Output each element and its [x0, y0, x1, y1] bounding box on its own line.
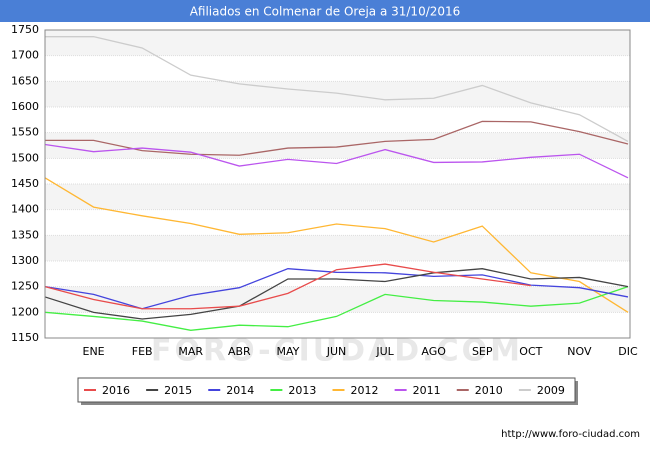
x-tick-label: FEB	[132, 345, 153, 358]
series-line	[45, 36, 629, 142]
grid-band	[45, 30, 630, 56]
y-tick-label: 1550	[11, 126, 39, 139]
series-line	[44, 286, 629, 331]
grid-band	[45, 286, 630, 313]
x-tick-label: OCT	[519, 345, 542, 358]
series-line	[44, 177, 629, 313]
series-line	[44, 263, 531, 310]
grid-band	[45, 235, 630, 261]
y-tick-label: 1400	[11, 203, 39, 216]
chart-title: Afiliados en Colmenar de Oreja a 31/10/2…	[190, 5, 461, 19]
y-tick-label: 1700	[11, 49, 39, 62]
y-tick-label: 1350	[11, 228, 39, 241]
y-tick-label: 1300	[11, 254, 39, 267]
series-line	[45, 120, 629, 156]
title-bar	[0, 0, 650, 22]
y-tick-label: 1450	[11, 177, 39, 190]
x-tick-label: SEP	[472, 345, 493, 358]
legend-label: 2016	[102, 384, 130, 397]
y-tick-label: 1650	[11, 74, 39, 87]
legend-label: 2012	[351, 384, 379, 397]
legend	[77, 377, 576, 403]
x-tick-label: DIC	[618, 345, 638, 358]
source: http://www.foro-ciudad.com	[501, 429, 640, 440]
grid-band	[45, 81, 630, 107]
x-tick-label: MAY	[276, 345, 299, 358]
legend-label: 2014	[226, 384, 254, 397]
y-tick-label: 1250	[11, 280, 39, 293]
legend-label: 2009	[537, 384, 565, 397]
series-line	[44, 143, 629, 179]
plot-area: 1150 1200 1250 1300 1350 1400 1450 1500 1550 1600…	[11, 23, 638, 369]
x-tick-label: MAR	[178, 345, 203, 358]
x-tick-label: AGO	[421, 345, 446, 358]
watermark: FORO-CIUDAD.COM	[151, 334, 523, 369]
x-tick-label: JUL	[375, 345, 394, 358]
legend-label: 2015	[164, 384, 192, 397]
y-tick-label: 1600	[11, 100, 39, 113]
plot-border	[44, 29, 631, 339]
x-tick-label: NOV	[567, 345, 592, 358]
legend-items: 2016 2015 2014 2013 2012 2011 2010 2009	[84, 384, 565, 397]
y-tick-label: 1150	[11, 331, 39, 344]
legend-label: 2010	[475, 384, 503, 397]
series-line	[44, 268, 629, 320]
x-tick-label: ENE	[83, 345, 105, 358]
legend-label: 2013	[288, 384, 316, 397]
legend-label: 2011	[413, 384, 441, 397]
y-tick-label: 1750	[11, 23, 39, 36]
grid-band	[45, 132, 630, 159]
grid-band	[45, 184, 630, 210]
x-tick-label: JUN	[326, 345, 347, 358]
x-tick-label: ABR	[228, 345, 251, 358]
y-tick-label: 1200	[11, 305, 39, 318]
y-tick-label: 1500	[11, 151, 39, 164]
